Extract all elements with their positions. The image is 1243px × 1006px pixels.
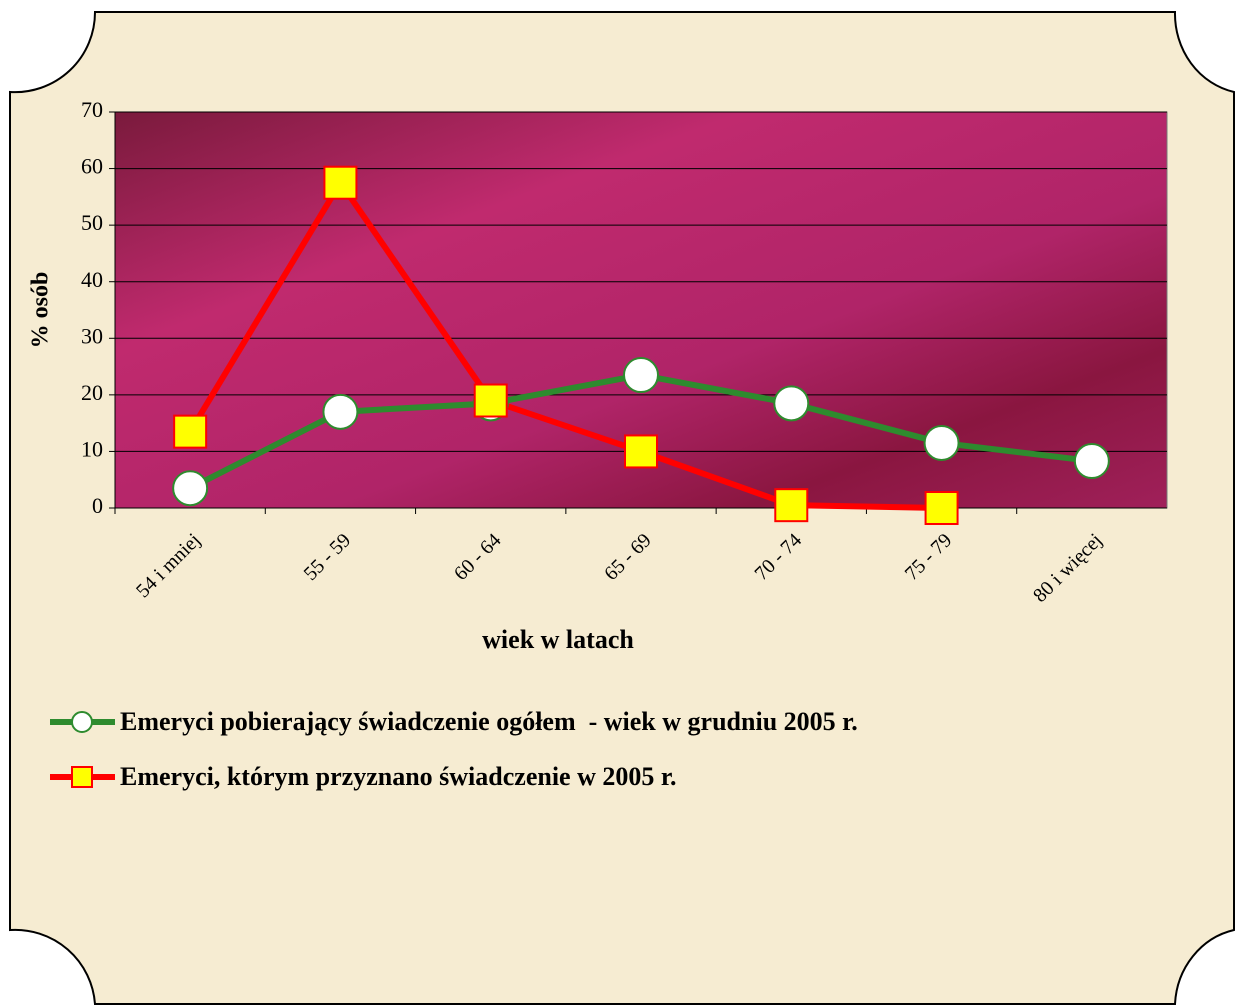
point xyxy=(774,386,808,420)
legend-label: Emeryci pobierający świadczenie ogółem -… xyxy=(120,707,858,736)
point xyxy=(475,385,507,417)
legend-marker xyxy=(72,767,92,787)
page: {"chart_data": {"type": "line", "categor… xyxy=(0,0,1243,1006)
y-tick-label: 0 xyxy=(92,493,103,518)
point xyxy=(775,489,807,521)
y-tick-label: 60 xyxy=(81,154,103,179)
chart: % osób wiek w latach Emeryci pobierający… xyxy=(0,0,1243,1006)
legend-marker xyxy=(72,712,92,732)
y-tick-label: 50 xyxy=(81,210,103,235)
point xyxy=(624,358,658,392)
point xyxy=(174,416,206,448)
point xyxy=(625,435,657,467)
point xyxy=(925,426,959,460)
y-tick-label: 10 xyxy=(81,436,103,461)
y-tick-label: 20 xyxy=(81,380,103,405)
y-axis-label: % osób xyxy=(28,272,54,349)
x-axis-label: wiek w latach xyxy=(482,625,634,654)
point xyxy=(324,167,356,199)
point xyxy=(1075,444,1109,478)
y-tick-label: 40 xyxy=(81,267,103,292)
y-tick-label: 30 xyxy=(81,323,103,348)
y-tick-label: 70 xyxy=(81,97,103,122)
legend-label: Emeryci, którym przyznano świadczenie w … xyxy=(120,762,677,791)
point xyxy=(173,471,207,505)
point xyxy=(323,395,357,429)
point xyxy=(926,492,958,524)
